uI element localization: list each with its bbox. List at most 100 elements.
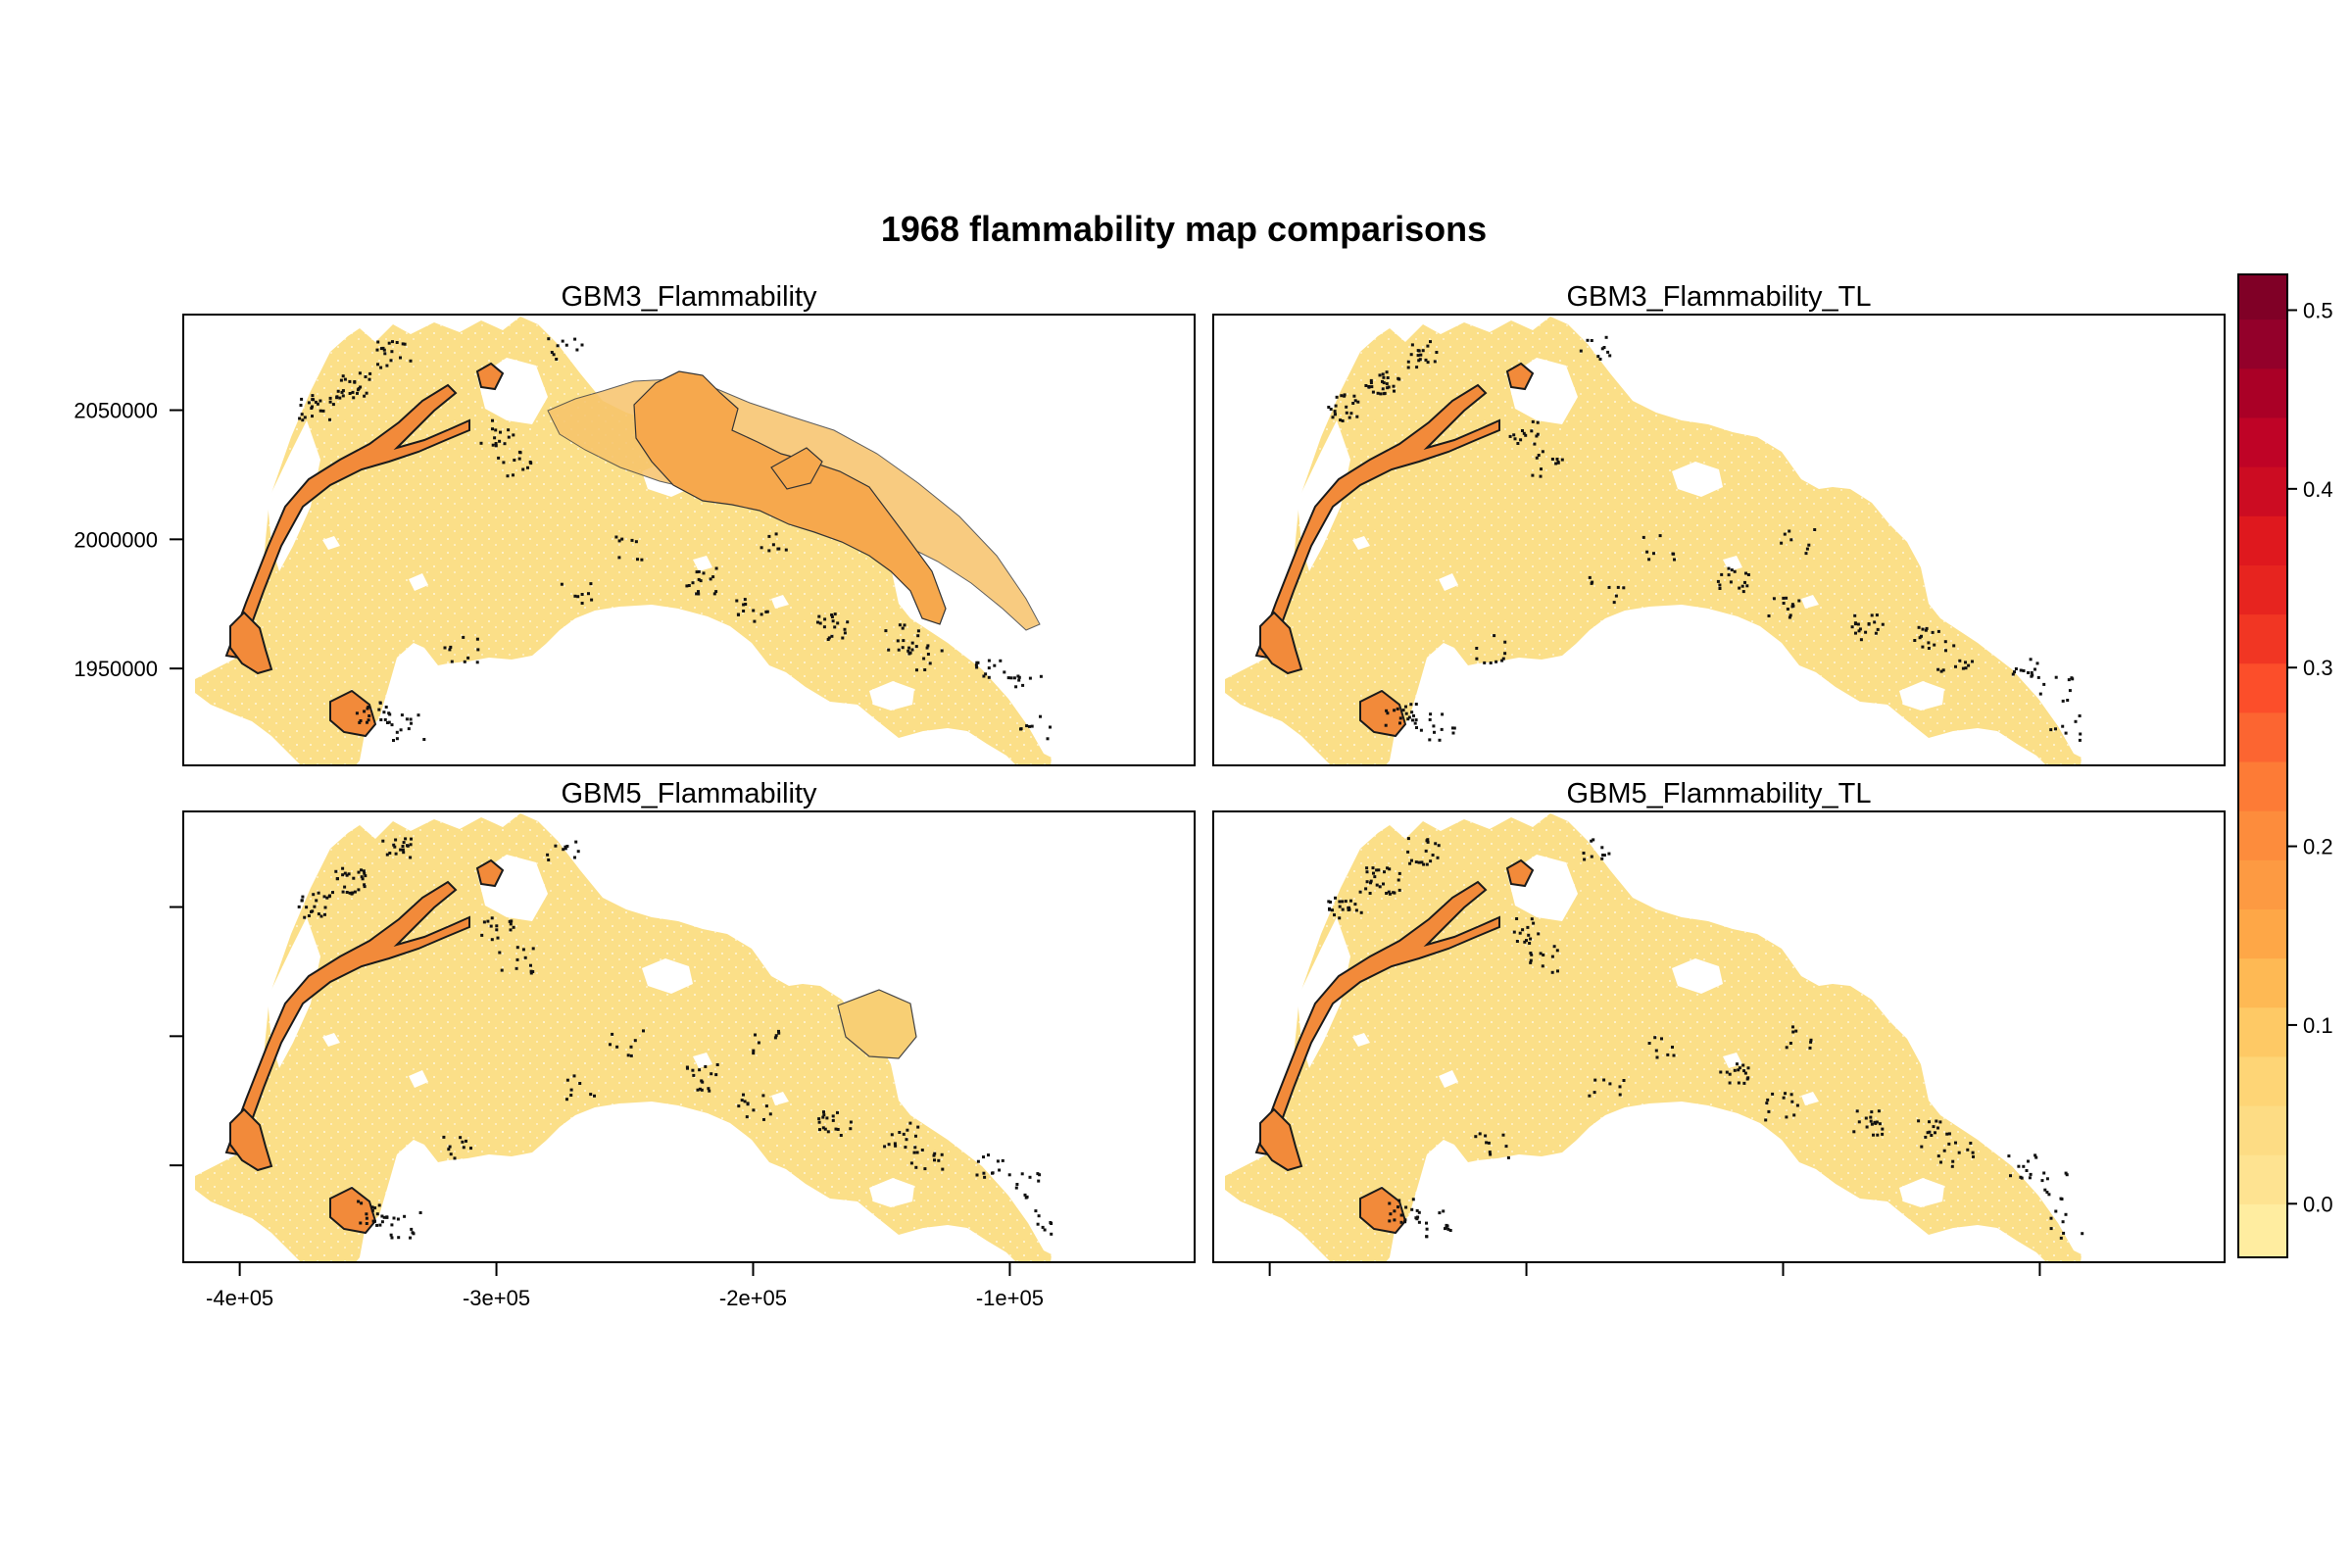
cell-dot: [916, 634, 920, 638]
cell-dot: [710, 1072, 713, 1076]
cell-dot: [587, 592, 590, 596]
cell-dot: [462, 1146, 466, 1150]
cell-dot: [1034, 1209, 1038, 1213]
cell-dot: [1406, 717, 1410, 721]
cell-dot: [2013, 670, 2016, 674]
cell-dot: [752, 1049, 756, 1053]
panel-frame: [1212, 810, 2226, 1263]
cell-dot: [2061, 724, 2065, 728]
cell-dot: [521, 948, 525, 952]
cell-dot: [402, 841, 406, 845]
cell-dot: [1555, 949, 1559, 953]
cell-dot: [359, 385, 363, 389]
cell-dot: [1401, 709, 1405, 712]
cell-dot: [1767, 1109, 1771, 1113]
cell-dot: [1429, 712, 1433, 716]
cell-dot: [382, 1215, 386, 1219]
x-tick-label: -2e+05: [719, 1286, 787, 1310]
cell-dot: [1028, 676, 1032, 680]
cell-dot: [466, 656, 470, 660]
cell-dot: [370, 1208, 374, 1212]
cell-dot: [365, 1212, 368, 1216]
panel-frame: [1212, 314, 2226, 766]
cell-dot: [736, 612, 740, 616]
cell-dot: [626, 1054, 630, 1057]
x-tick-label: -3e+05: [463, 1286, 530, 1310]
cell-dot: [1928, 1120, 1931, 1124]
cell-dot: [1934, 1131, 1936, 1135]
cell-dot: [518, 451, 522, 455]
cell-dot: [764, 1104, 768, 1108]
cell-dot: [325, 896, 329, 900]
cell-dot: [1856, 622, 1860, 626]
cell-dot: [1424, 849, 1428, 853]
cell-dot: [1333, 410, 1337, 414]
cell-dot: [914, 1165, 918, 1169]
cell-dot: [1550, 458, 1554, 461]
cell-dot: [359, 719, 363, 722]
colorbar-swatch: [2238, 1154, 2287, 1204]
region-gap: [693, 1053, 712, 1068]
cell-dot: [554, 844, 558, 848]
cell-dot: [1424, 358, 1428, 362]
cell-dot: [1785, 596, 1788, 600]
cell-dot: [1388, 892, 1392, 896]
region-high-patch: [475, 362, 505, 391]
region-high-corridor: [1254, 383, 1500, 660]
cell-dot: [385, 364, 389, 368]
cell-dot: [343, 885, 347, 889]
cell-dot: [2059, 1197, 2063, 1200]
cell-dot: [1345, 411, 1348, 415]
cell-dot: [1420, 860, 1424, 864]
colorbar-swatch: [2238, 613, 2287, 664]
cell-dot: [1512, 930, 1516, 934]
cell-dot: [1743, 1071, 1747, 1075]
cell-dot: [366, 707, 369, 710]
x-tick-label: -1e+05: [976, 1286, 1044, 1310]
cell-dot: [1001, 1158, 1004, 1162]
cell-dot: [1485, 1141, 1489, 1145]
cell-dot: [1409, 703, 1413, 707]
cell-dot: [1345, 405, 1348, 409]
cell-dot: [507, 428, 511, 432]
cell-dot: [395, 737, 399, 741]
cell-dot: [453, 1156, 457, 1160]
cell-dot: [1788, 1042, 1792, 1045]
cell-dot: [1870, 613, 1874, 617]
cell-dot: [907, 652, 911, 656]
cell-dot: [698, 1087, 702, 1091]
cell-dot: [297, 905, 301, 908]
cell-dot: [1602, 854, 1606, 858]
cell-dot: [823, 617, 827, 621]
cell-dot: [404, 837, 408, 841]
cell-dot: [1718, 587, 1722, 590]
cell-dot: [401, 342, 405, 346]
cell-dot: [529, 969, 533, 973]
cell-dot: [1920, 634, 1923, 638]
cell-dot: [1618, 1085, 1622, 1089]
cell-dot: [1020, 1172, 1024, 1176]
cell-dot: [712, 592, 716, 596]
cell-dot: [1021, 683, 1025, 687]
cell-dot: [506, 474, 510, 478]
cell-dot: [640, 558, 644, 562]
cell-dot: [2081, 1232, 2084, 1236]
cell-dot: [1038, 1173, 1042, 1177]
cell-dot: [1947, 1142, 1951, 1146]
cell-dot: [341, 866, 345, 870]
cell-dot: [2022, 669, 2026, 672]
cell-dot: [1012, 676, 1016, 680]
cell-dot: [771, 543, 775, 547]
cell-dot: [1373, 875, 1377, 879]
cell-dot: [377, 1203, 381, 1207]
cell-dot: [299, 404, 303, 407]
cell-dot: [1645, 550, 1649, 554]
cell-dot: [753, 619, 757, 623]
cell-dot: [697, 577, 701, 581]
cell-dot: [1386, 376, 1390, 379]
cell-dot: [697, 592, 701, 596]
cell-dot: [752, 1108, 756, 1112]
cell-dot: [489, 924, 493, 928]
cell-dot: [301, 895, 305, 899]
cell-dot: [1964, 666, 1968, 670]
